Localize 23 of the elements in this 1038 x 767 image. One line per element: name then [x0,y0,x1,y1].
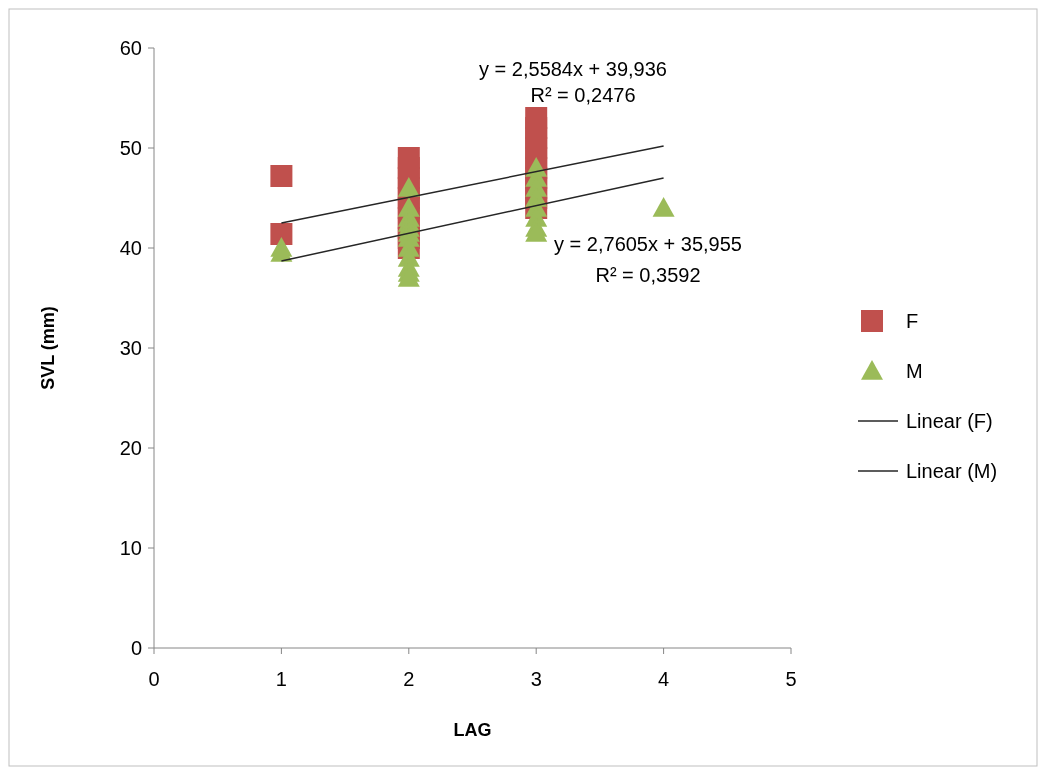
legend-label: M [906,360,923,382]
annotation: y = 2,7605x + 35,955 [554,233,742,255]
y-tick-label: 50 [119,137,142,159]
y-tick-label: 0 [130,637,142,659]
annotation: y = 2,5584x + 39,936 [479,58,667,80]
y-tick-label: 30 [119,337,142,359]
legend-label: Linear (F) [906,410,993,432]
annotation: R² = 0,2476 [530,84,636,106]
x-tick-label: 4 [658,668,670,690]
x-tick-label: 2 [403,668,415,690]
x-axis-title: LAG [453,720,492,740]
annotation: R² = 0,3592 [595,264,701,286]
x-tick-label: 0 [148,668,160,690]
x-tick-label: 5 [785,668,797,690]
y-axis-title: SVL (mm) [38,306,58,390]
y-tick-label: 40 [119,237,142,259]
x-tick-label: 3 [530,668,542,690]
y-tick-label: 20 [119,437,142,459]
legend-label: F [906,310,919,332]
x-tick-label: 1 [275,668,287,690]
y-tick-label: 10 [119,537,142,559]
legend-label: Linear (M) [906,460,998,482]
y-tick-label: 60 [119,37,142,59]
